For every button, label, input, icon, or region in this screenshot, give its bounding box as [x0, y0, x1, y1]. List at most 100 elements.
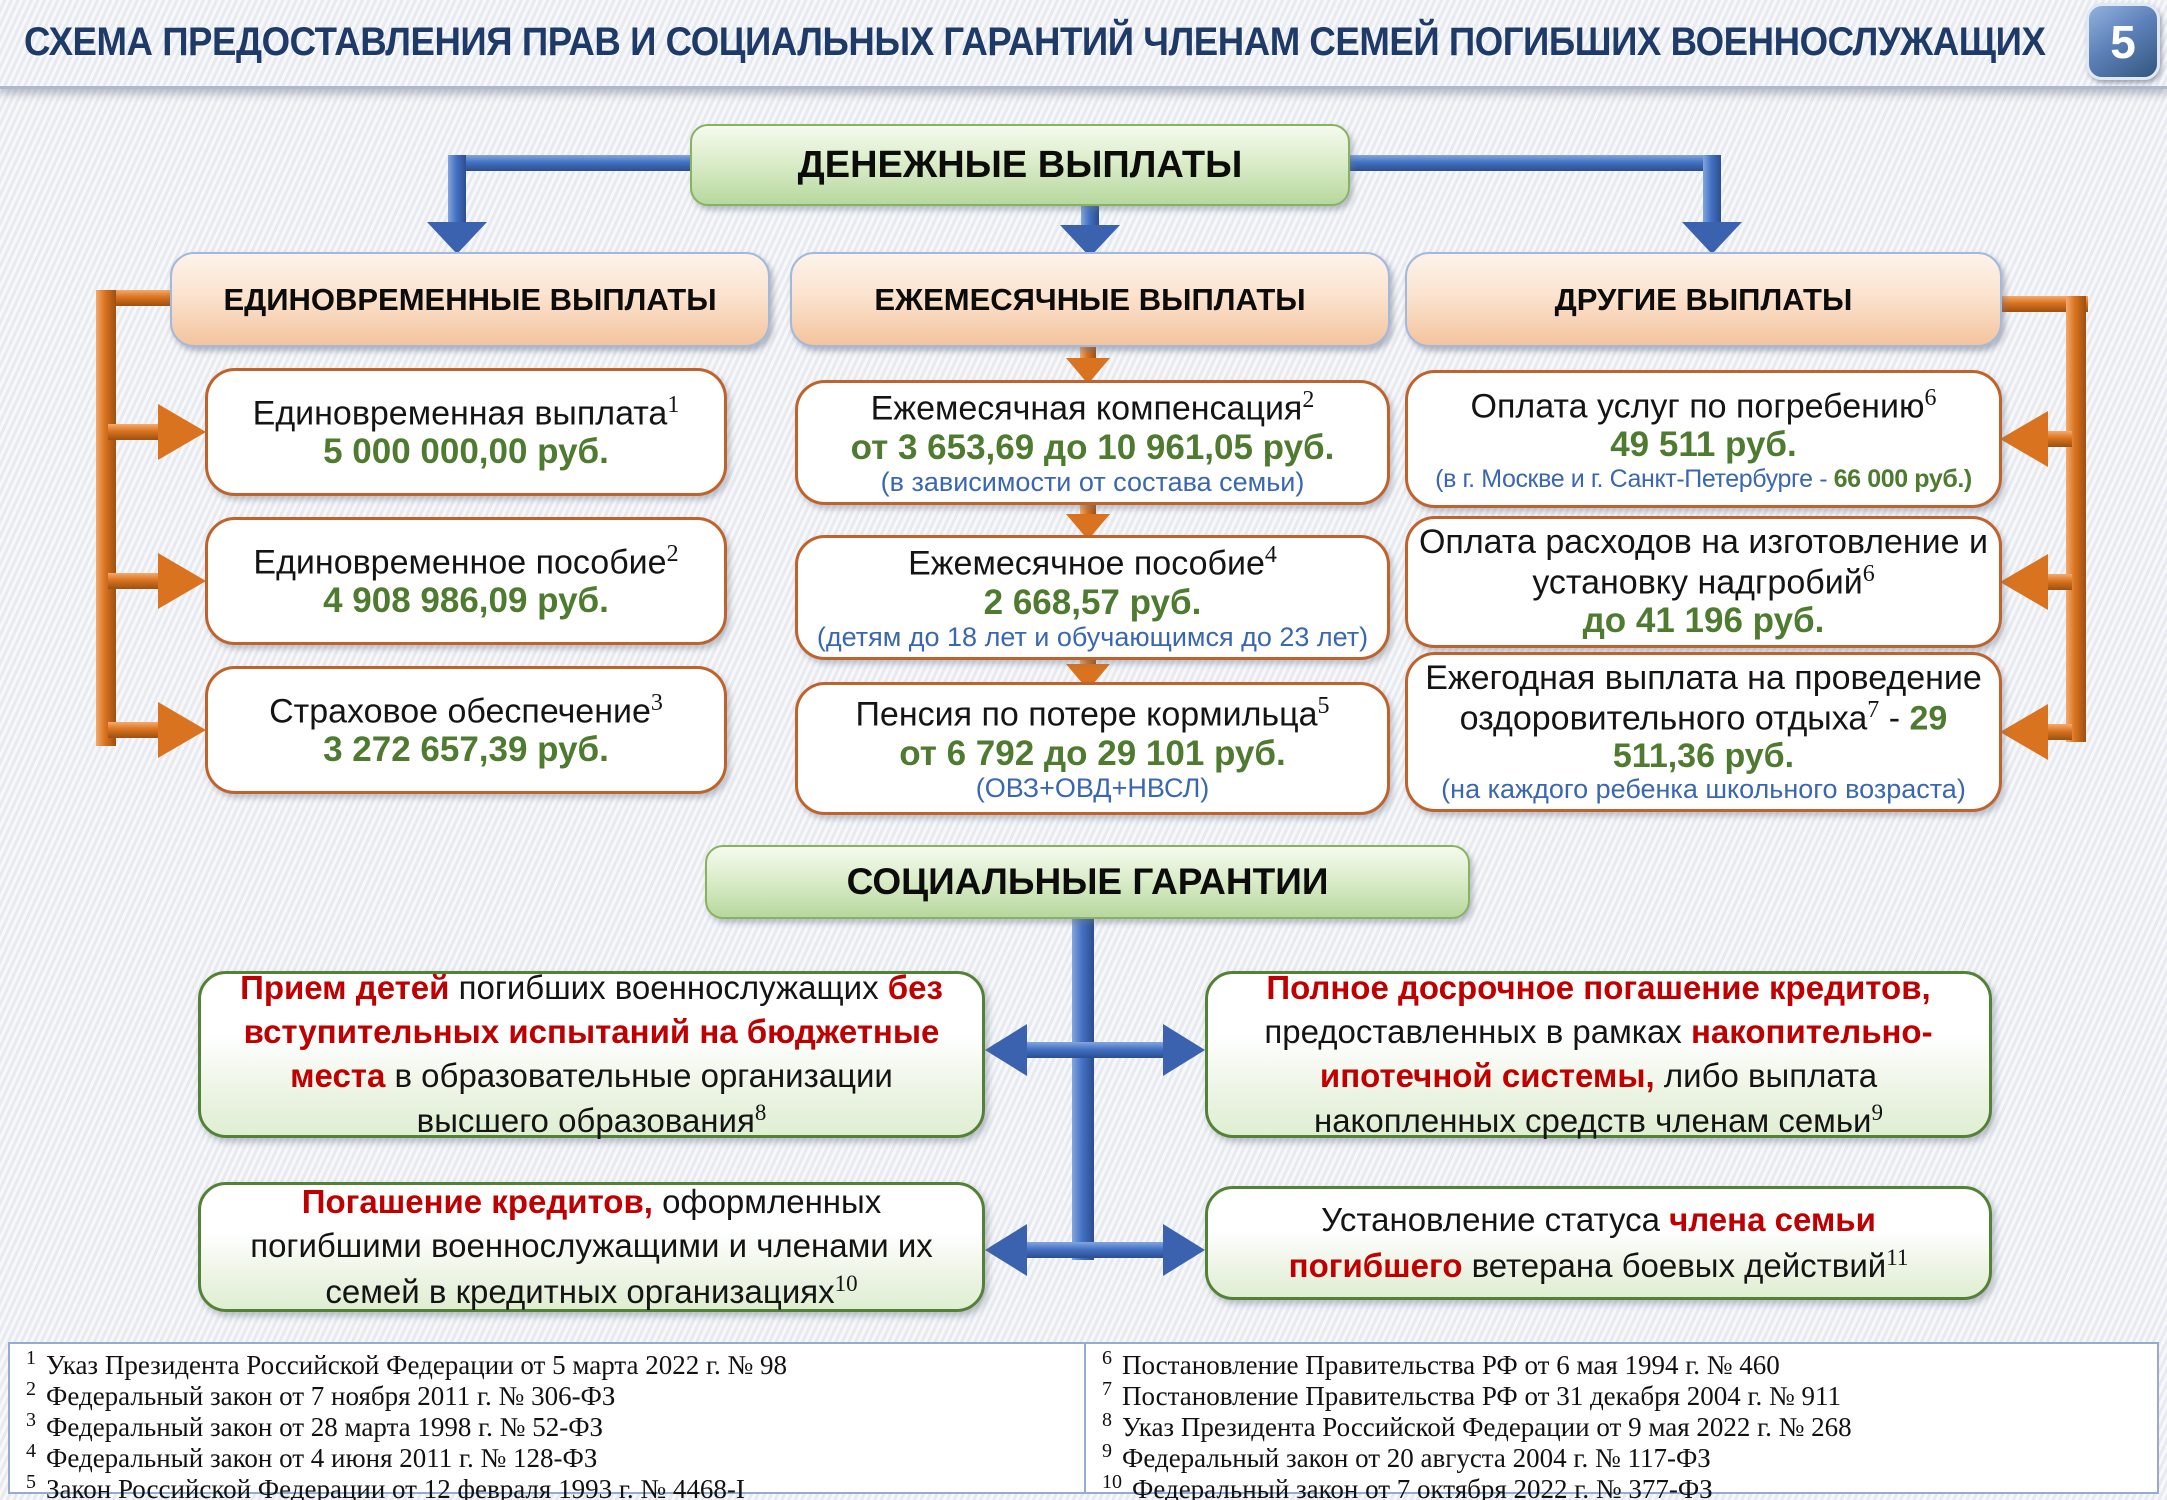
footnote-ref: 2 — [666, 540, 679, 567]
connector-cash-to-monthly-vertical — [1081, 203, 1099, 227]
column-header-lump-sum: ЕДИНОВРЕМЕННЫЕ ВЫПЛАТЫ — [170, 252, 770, 347]
footnote-number: 9 — [1102, 1440, 1112, 1462]
social-text-red: без вступительных испытаний на бюджетные… — [243, 968, 943, 1094]
footnote: 9 Федеральный закон от 20 августа 2004 г.… — [1102, 1441, 2151, 1472]
social-text-black: предоставленных в рамках — [1264, 1012, 1691, 1050]
pipe-left-branch-1 — [108, 424, 164, 440]
column-header-monthly: ЕЖЕМЕСЯЧНЫЕ ВЫПЛАТЫ — [790, 252, 1390, 347]
arrow-left-to-other-box-3-icon — [2000, 704, 2048, 760]
pipe-left-branch-3 — [108, 722, 164, 738]
arrow-left-to-other-box-2-icon — [2000, 554, 2048, 610]
payment-amount: от 6 792 до 29 101 руб. — [899, 733, 1286, 773]
connector-social-trunk — [1072, 912, 1094, 1260]
social-text-black: в образовательные организации высшего об… — [394, 1057, 893, 1140]
payment-amount: 2 668,57 руб. — [983, 582, 1202, 622]
payment-title-text: Оплата услуг по погребению — [1470, 387, 1925, 426]
payment-note: (ОВЗ+ОВД+НВСЛ) — [975, 772, 1210, 803]
payment-title-text: Единовременная выплата — [252, 394, 668, 432]
payment-amount: 29 511,36 руб. — [1612, 699, 1948, 776]
connector-cash-to-other-horizontal — [1345, 155, 1715, 171]
arrow-right-to-lump-box-2-icon — [158, 553, 206, 609]
footnote-ref: 10 — [834, 1270, 858, 1296]
payment-box-monthly-compensation: Ежемесячная компенсация2 от 3 653,69 до … — [795, 380, 1390, 505]
pipe-right-vertical — [2066, 296, 2086, 742]
social-box-text: Погашение кредитов, оформленных погибшим… — [223, 1180, 960, 1314]
footnote-ref: 6 — [1862, 560, 1875, 587]
footnotes-right-column: 6 Постановление Правительства РФ от 6 мая… — [1084, 1344, 2157, 1500]
footnote-ref: 8 — [754, 1100, 767, 1126]
footnote: 6 Постановление Правительства РФ от 6 мая… — [1102, 1348, 2151, 1379]
footnote-text: Постановление Правительства РФ от 31 дек… — [1122, 1381, 1842, 1411]
payment-box-lump-payment: Единовременная выплата1 5 000 000,00 руб… — [205, 368, 727, 496]
pipe-right-branch-1 — [2044, 431, 2072, 447]
footnote-text: Указ Президента Российской Федерации от … — [1122, 1412, 1852, 1442]
footnote-ref: 6 — [1924, 384, 1937, 411]
footnote-ref: 2 — [1302, 387, 1315, 414]
footnote: 8 Указ Президента Российской Федерации от… — [1102, 1410, 2151, 1441]
section-social-guarantees-pill: СОЦИАЛЬНЫЕ ГАРАНТИИ — [705, 845, 1470, 919]
pipe-right-branch-2 — [2044, 574, 2072, 590]
header-band: СХЕМА ПРЕДОСТАВЛЕНИЯ ПРАВ И СОЦИАЛЬНЫХ Г… — [0, 0, 2167, 89]
payment-note-amount: 66 000 руб.) — [1833, 464, 1973, 493]
arrow-right-to-status-box-icon — [1163, 1224, 1205, 1276]
social-box-text: Прием детей погибших военнослужащих без … — [223, 966, 960, 1144]
payment-title-text: Страховое обеспечение — [269, 692, 651, 730]
social-box-veteran-status: Установление статуса члена семьи погибше… — [1205, 1186, 1992, 1300]
payment-title-text: Ежемесячное пособие — [908, 544, 1265, 583]
payment-title: Единовременное пособие2 — [253, 541, 678, 581]
pipe-left-vertical — [96, 290, 116, 746]
arrow-right-to-lump-box-3-icon — [158, 702, 206, 758]
social-box-text: Полное досрочное погашение кредитов, пре… — [1230, 966, 1967, 1144]
payment-note: (на каждого ребенка школьного возраста) — [1441, 774, 1966, 805]
section-cash-payments-pill: ДЕНЕЖНЫЕ ВЫПЛАТЫ — [690, 124, 1350, 206]
page-title: СХЕМА ПРЕДОСТАВЛЕНИЯ ПРАВ И СОЦИАЛЬНЫХ Г… — [24, 19, 2046, 64]
connector-cash-to-lump-horizontal — [455, 155, 695, 171]
payment-box-lump-allowance: Единовременное пособие2 4 908 986,09 руб… — [205, 517, 727, 645]
footnote: 4 Федеральный закон от 4 июня 2011 г. № 1… — [26, 1441, 1078, 1472]
arrow-monthly-1-head-icon — [1066, 358, 1110, 384]
footnote-number: 8 — [1102, 1409, 1112, 1431]
footnote-number: 2 — [26, 1378, 36, 1400]
payment-box-survivor-pension: Пенсия по потере кормильца5 от 6 792 до … — [795, 682, 1390, 815]
payment-amount: 49 511 руб. — [1610, 425, 1797, 465]
social-box-admission: Прием детей погибших военнослужащих без … — [198, 969, 985, 1139]
footnote-number: 6 — [1102, 1347, 1112, 1369]
arrow-right-to-lump-box-1-icon — [158, 404, 206, 460]
payment-title-text: Ежемесячная компенсация — [870, 389, 1303, 428]
social-text-black: оформленных погибшими военнослужащими и … — [250, 1183, 933, 1310]
payment-title-text: Ежегодная выплата на проведение оздорови… — [1425, 658, 1982, 738]
social-box-mortgage: Полное досрочное погашение кредитов, пре… — [1205, 969, 1992, 1139]
footnote-ref: 1 — [667, 391, 680, 418]
footnote-text: Указ Президента Российской Федерации от … — [46, 1350, 788, 1380]
connector-cash-to-lump-vertical — [448, 155, 466, 225]
payment-amount: от 3 653,69 до 10 961,05 руб. — [850, 427, 1335, 467]
arrow-right-to-mortgage-box-icon — [1163, 1024, 1205, 1076]
arrow-down-to-lump-header-icon — [427, 222, 487, 254]
column-header-other: ДРУГИЕ ВЫПЛАТЫ — [1405, 252, 2002, 347]
footnote-text: Федеральный закон от 28 марта 1998 г. № … — [46, 1412, 604, 1442]
social-text-red: члена семьи погибшего — [1288, 1201, 1876, 1284]
social-text-black: Установление статуса — [1321, 1201, 1670, 1239]
social-box-text: Установление статуса члена семьи погибше… — [1230, 1198, 1967, 1287]
footnotes-left-column: 1 Указ Президента Российской Федерации от… — [10, 1344, 1084, 1500]
connector-social-upper-bar — [1020, 1042, 1165, 1058]
payment-title: Ежемесячное пособие4 — [908, 542, 1277, 582]
footnote-ref: 11 — [1886, 1244, 1909, 1270]
payment-box-monthly-allowance: Ежемесячное пособие4 2 668,57 руб. (детя… — [795, 535, 1390, 660]
payment-box-funeral-services: Оплата услуг по погребению6 49 511 руб. … — [1405, 370, 2002, 508]
payment-title-text: Пенсия по потере кормильца — [855, 695, 1318, 734]
payment-note-text: (в г. Москве и г. Санкт-Петербурге - — [1435, 464, 1834, 493]
footnote-number: 4 — [26, 1440, 36, 1462]
footnote-number: 5 — [26, 1471, 36, 1493]
payment-title: Страховое обеспечение3 — [269, 690, 663, 730]
footnote: 10 Федеральный закон от 7 октября 2022 г.… — [1102, 1472, 2151, 1500]
payment-box-gravestone: Оплата расходов на изготовление и устано… — [1405, 516, 2002, 648]
payment-note: (детям до 18 лет и обучающимся до 23 лет… — [816, 621, 1369, 652]
footnote-text: Федеральный закон от 7 октября 2022 г. №… — [1132, 1474, 1713, 1500]
payment-title: Оплата расходов на изготовление и устано… — [1416, 523, 1991, 601]
footnote: 1 Указ Президента Российской Федерации от… — [26, 1348, 1078, 1379]
social-text-red: Полное досрочное погашение кредитов, — [1266, 968, 1931, 1006]
footnotes-panel: 1 Указ Президента Российской Федерации от… — [8, 1342, 2159, 1500]
footnote-text: Федеральный закон от 4 июня 2011 г. № 12… — [46, 1443, 598, 1473]
